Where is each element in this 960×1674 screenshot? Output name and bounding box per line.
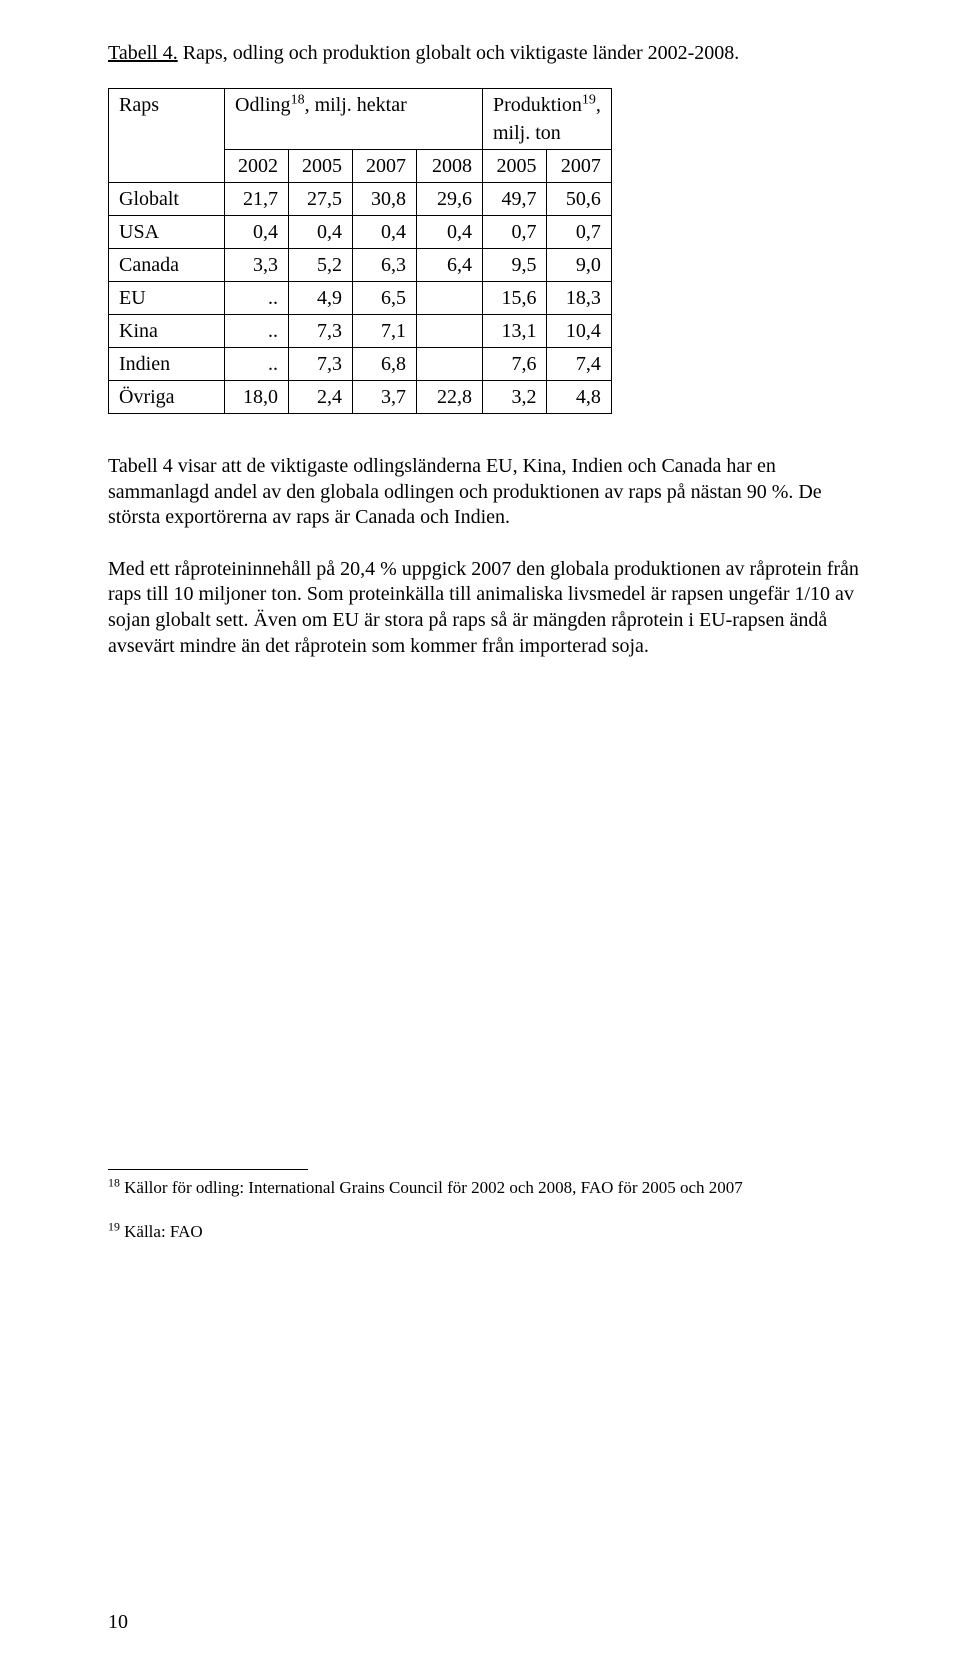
footnote: 18 Källor för odling: International Grai… (108, 1176, 872, 1200)
cell: 18,3 (547, 282, 611, 315)
cell (417, 315, 483, 348)
row-label: Kina (109, 315, 225, 348)
year-cell: 2005 (483, 150, 547, 183)
body-paragraph: Med ett råproteininnehåll på 20,4 % uppg… (108, 557, 872, 659)
cell: 0,4 (225, 216, 289, 249)
table-row: Raps Odling18, milj. hektar Produktion19… (109, 89, 612, 150)
cell: 0,4 (289, 216, 353, 249)
cell: 7,3 (289, 315, 353, 348)
page-number: 10 (108, 1611, 128, 1634)
row-label: Globalt (109, 183, 225, 216)
cell: .. (225, 348, 289, 381)
year-cell: 2002 (225, 150, 289, 183)
cell: 4,8 (547, 381, 611, 414)
cell (417, 282, 483, 315)
cell: 6,5 (353, 282, 417, 315)
cell: 3,3 (225, 249, 289, 282)
row-label: Indien (109, 348, 225, 381)
cell: 30,8 (353, 183, 417, 216)
cell: 4,9 (289, 282, 353, 315)
table-caption: Tabell 4. Raps, odling och produktion gl… (108, 40, 872, 66)
footnote-text: Källor för odling: International Grains … (120, 1178, 743, 1197)
footnote-rule (108, 1169, 308, 1170)
cell: .. (225, 282, 289, 315)
footnote-marker: 19 (108, 1219, 120, 1233)
row-label: Canada (109, 249, 225, 282)
cell: 5,2 (289, 249, 353, 282)
cell: 0,7 (547, 216, 611, 249)
row-label: USA (109, 216, 225, 249)
cell: 15,6 (483, 282, 547, 315)
table-row: Globalt 21,7 27,5 30,8 29,6 49,7 50,6 (109, 183, 612, 216)
cell: 7,4 (547, 348, 611, 381)
footnote-marker: 18 (108, 1176, 120, 1190)
row-label: Övriga (109, 381, 225, 414)
table-row: Övriga 18,0 2,4 3,7 22,8 3,2 4,8 (109, 381, 612, 414)
table-row: USA 0,4 0,4 0,4 0,4 0,7 0,7 (109, 216, 612, 249)
year-cell: 2007 (547, 150, 611, 183)
cell: .. (225, 315, 289, 348)
footnotes: 18 Källor för odling: International Grai… (108, 1169, 872, 1244)
year-cell: 2008 (417, 150, 483, 183)
table-row: EU .. 4,9 6,5 15,6 18,3 (109, 282, 612, 315)
cell: 7,3 (289, 348, 353, 381)
cell: 22,8 (417, 381, 483, 414)
cell: 2,4 (289, 381, 353, 414)
cell: 6,4 (417, 249, 483, 282)
cell: 27,5 (289, 183, 353, 216)
table-corner: Raps (119, 94, 159, 116)
cell: 3,7 (353, 381, 417, 414)
cell: 9,5 (483, 249, 547, 282)
cell: 3,2 (483, 381, 547, 414)
cell: 6,8 (353, 348, 417, 381)
cell: 0,4 (417, 216, 483, 249)
footnote: 19 Källa: FAO (108, 1220, 872, 1244)
cell: 18,0 (225, 381, 289, 414)
row-label: EU (109, 282, 225, 315)
cell: 0,7 (483, 216, 547, 249)
body-paragraph: Tabell 4 visar att de viktigaste odlings… (108, 454, 872, 531)
cell: 21,7 (225, 183, 289, 216)
table-row: Kina .. 7,3 7,1 13,1 10,4 (109, 315, 612, 348)
data-table: Raps Odling18, milj. hektar Produktion19… (108, 88, 612, 414)
cell: 13,1 (483, 315, 547, 348)
year-cell: 2005 (289, 150, 353, 183)
cell: 50,6 (547, 183, 611, 216)
table-row: Canada 3,3 5,2 6,3 6,4 9,5 9,0 (109, 249, 612, 282)
column-group-produktion: Produktion19, milj. ton (483, 89, 612, 150)
table-caption-rest: Raps, odling och produktion globalt och … (178, 42, 740, 64)
cell: 10,4 (547, 315, 611, 348)
cell: 29,6 (417, 183, 483, 216)
column-group-odling: Odling18, milj. hektar (225, 89, 483, 150)
table-row: Indien .. 7,3 6,8 7,6 7,4 (109, 348, 612, 381)
cell (417, 348, 483, 381)
cell: 7,6 (483, 348, 547, 381)
cell: 49,7 (483, 183, 547, 216)
footnote-text: Källa: FAO (120, 1222, 203, 1241)
cell: 7,1 (353, 315, 417, 348)
cell: 0,4 (353, 216, 417, 249)
cell: 9,0 (547, 249, 611, 282)
table-caption-label: Tabell 4. (108, 42, 178, 64)
year-cell: 2007 (353, 150, 417, 183)
cell: 6,3 (353, 249, 417, 282)
